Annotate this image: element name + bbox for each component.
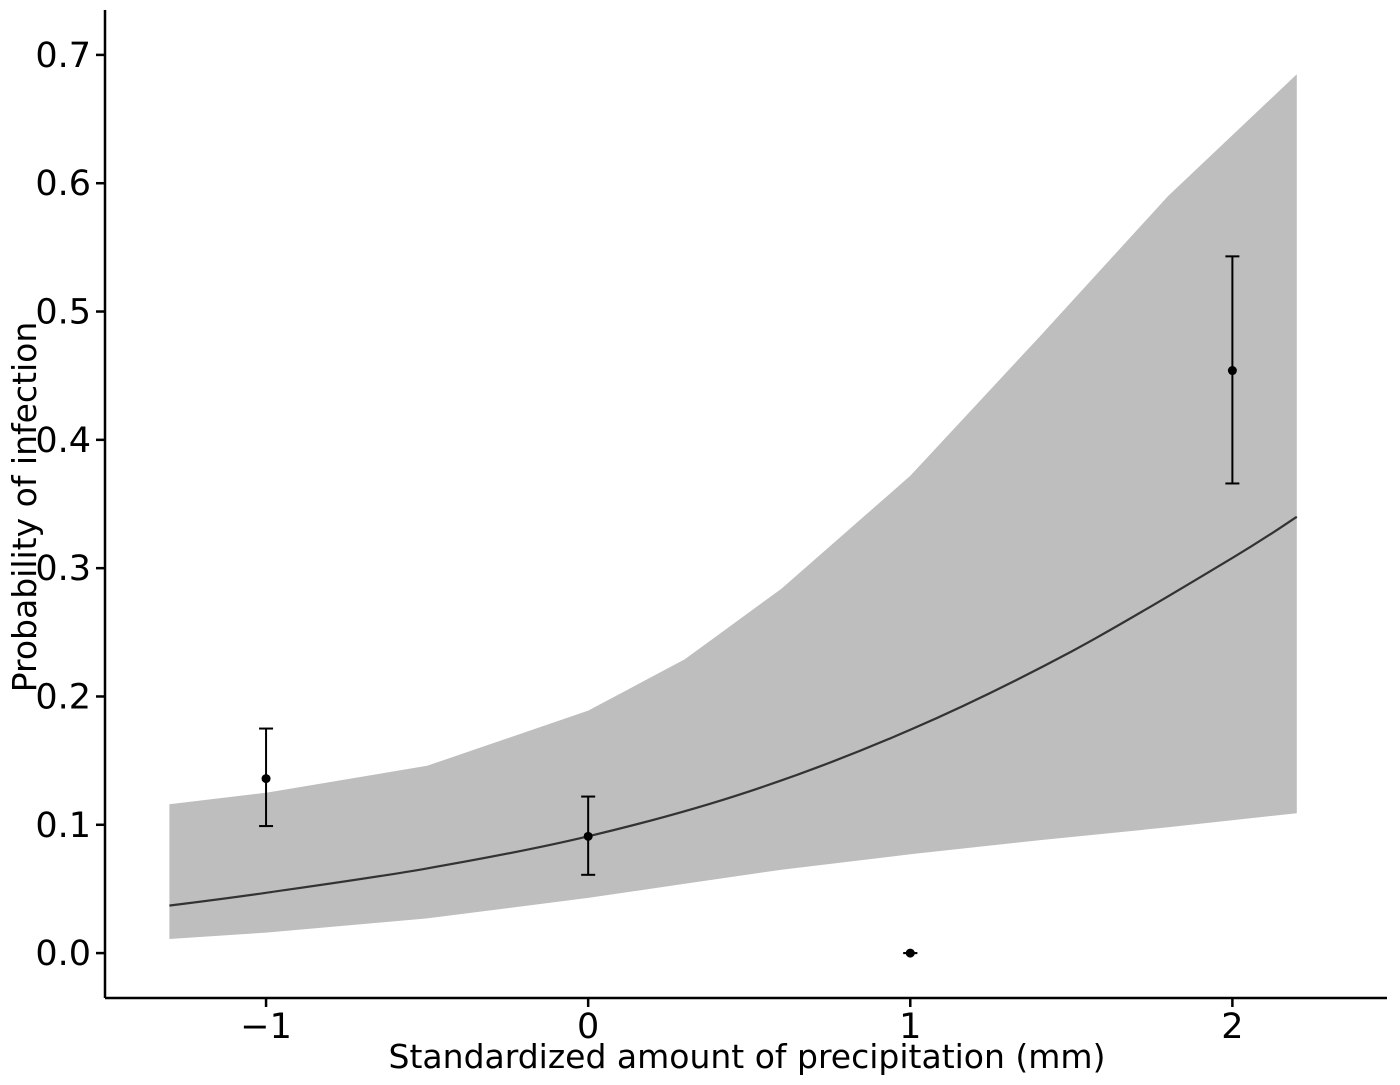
- y-tick-label: 0.6: [35, 164, 91, 204]
- x-axis-title: Standardized amount of precipitation (mm…: [389, 1037, 1106, 1076]
- y-tick-label: 0.2: [35, 677, 91, 717]
- y-tick-label: 0.3: [35, 549, 91, 589]
- y-tick-label: 0.0: [35, 934, 91, 974]
- data-point-group: [581, 795, 596, 876]
- data-point: [261, 774, 271, 784]
- y-axis-title: Probability of infection: [5, 322, 44, 693]
- x-tick-label: 1: [899, 1007, 921, 1047]
- x-tick-label: 2: [1221, 1007, 1243, 1047]
- axes-layer: [103, 10, 1387, 1000]
- confidence-band: [169, 74, 1297, 939]
- data-point-group: [903, 948, 918, 958]
- y-tick-label: 0.5: [35, 293, 91, 333]
- y-tick-label: 0.4: [35, 421, 91, 461]
- x-ticks-layer: −1 0 1 2: [240, 998, 1244, 1047]
- points-layer: [259, 255, 1240, 958]
- data-point: [905, 948, 915, 958]
- y-tick-label: 0.7: [35, 36, 91, 76]
- fit-line: [169, 515, 1298, 907]
- data-point-group: [1225, 255, 1240, 485]
- x-tick-label: 0: [577, 1007, 599, 1047]
- data-point: [1227, 366, 1237, 376]
- data-point: [583, 831, 593, 841]
- data-point-group: [259, 727, 274, 828]
- fit-line-layer: [169, 515, 1298, 907]
- x-tick-label: −1: [240, 1007, 292, 1047]
- y-tick-label: 0.1: [35, 806, 91, 846]
- y-ticks-layer: 0.0 0.1 0.2 0.3 0.4 0.5 0.6 0.7: [35, 36, 105, 974]
- confidence-band-layer: [169, 74, 1297, 939]
